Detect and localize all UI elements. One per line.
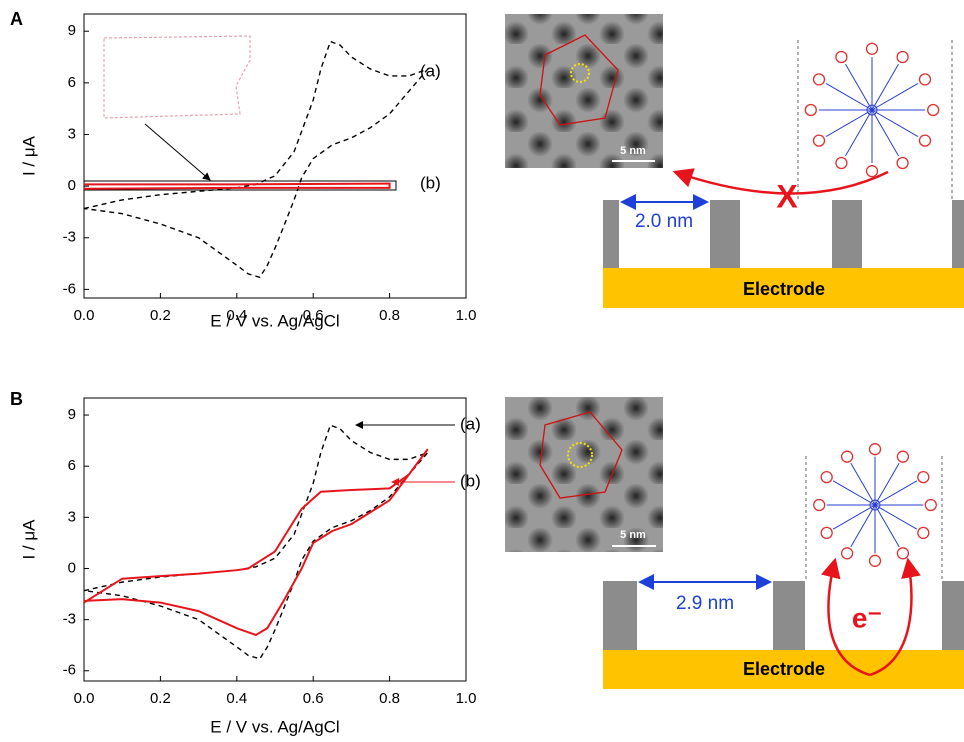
dendrimer-core [866,104,878,116]
x-tick-label: 0.6 [303,307,324,324]
y-tick-label: 0 [68,177,76,194]
series-line [83,448,429,637]
x-tick-label: 0.2 [150,690,171,707]
dendrimer-group [927,103,940,117]
inset [103,35,251,119]
dendrimer-group [812,134,826,147]
y-tick-label: 9 [68,406,76,423]
dendrimer-arm [825,83,873,111]
dendrimer-group [835,156,848,170]
inset-arrow [144,123,211,181]
dendrimer-group [896,156,909,170]
dendrimer-group [896,450,910,463]
y-tick-label: -6 [63,662,76,679]
x-tick-label: 0.8 [379,690,400,707]
x-tick-label: 1.0 [456,690,477,707]
x-tick-label: 0.6 [303,690,324,707]
dendrimer-group [924,498,937,512]
y-tick-label: 9 [68,22,76,39]
dendrimer-group [865,165,879,178]
y-tick-label: 6 [68,457,76,474]
x-tick-label: 0.2 [150,307,171,324]
dendrimer-arm [832,504,876,530]
panel-label: B [10,389,23,409]
series-label: (b) [420,173,441,192]
dendrimer-arm [850,462,876,506]
dendrimer-arm [832,480,876,506]
plot-frame [83,13,467,299]
dendrimer-group [918,134,932,147]
pore-width-label: 2.9 nm [676,593,734,614]
x-tick-label: 1.0 [456,307,477,324]
dendrimer-arm [845,109,873,157]
y-tick-label: -6 [63,280,76,297]
electrode-label: Electrode [743,279,825,299]
dendrimer-arm [871,63,899,111]
dendrimer-group [917,470,930,484]
dendrimer-arm [874,462,900,506]
dendrimer-arm [871,109,919,137]
dendrimer-group [840,547,854,560]
dendrimer-core [869,499,881,511]
schematic [603,443,964,689]
plot-frame [83,397,467,682]
dendrimer-group [917,526,930,540]
electron-label: e⁻ [852,602,882,633]
dendrimer-group [865,42,879,55]
schematic [603,40,964,308]
x-axis-label: E / V vs. Ag/AgCl [210,311,339,330]
y-tick-label: -3 [63,611,76,628]
x-axis-label: E / V vs. Ag/AgCl [210,717,339,736]
y-tick-label: -3 [63,229,76,246]
scale-bar-label: 5 nm [620,529,646,541]
dendrimer-arm [825,109,873,137]
dendrimer-group [804,103,817,117]
x-tick-label: 0.8 [379,307,400,324]
series-label: (a) [420,61,441,80]
series-label: (b) [460,471,481,490]
series-label: (a) [460,414,481,433]
tem-image [505,397,663,552]
dendrimer-group [868,554,882,567]
dendrimer-group [868,443,882,456]
dendrimer-group [840,450,854,463]
dendrimer-arm [845,63,873,111]
dendrimer-arm [874,504,900,548]
y-tick-label: 3 [68,508,76,525]
series-line [83,182,391,190]
x-tick-label: 0.4 [226,307,247,324]
y-axis-label: I / μA [19,135,38,176]
dendrimer-arm [871,109,899,157]
pore-width-label: 2.0 nm [635,211,693,232]
dendrimer-group [835,50,848,64]
series-line [83,424,431,660]
x-tick-label: 0.4 [226,690,247,707]
electrode-label: Electrode [743,659,825,679]
y-tick-label: 6 [68,74,76,91]
dendrimer-arm [871,83,919,111]
dendrimer-arm [874,480,918,506]
x-tick-label: 0.0 [74,690,95,707]
dendrimer-group [820,470,833,484]
y-tick-label: 0 [68,559,76,576]
dendrimer-group [896,547,910,560]
series-line [83,40,431,279]
x-tick-label: 0.0 [74,307,95,324]
panel-label: A [10,9,23,29]
dendrimer-group [918,73,932,86]
dendrimer-group [813,498,826,512]
tem-image [505,14,663,168]
y-axis-label: I / μA [19,519,38,560]
dendrimer-group [896,50,909,64]
y-tick-label: 3 [68,125,76,142]
dendrimer-group [812,73,826,86]
blocked-mark: X [776,178,798,214]
dendrimer-arm [850,504,876,548]
dendrimer-arm [874,504,918,530]
dendrimer-group [820,526,833,540]
scale-bar-label: 5 nm [620,145,646,157]
